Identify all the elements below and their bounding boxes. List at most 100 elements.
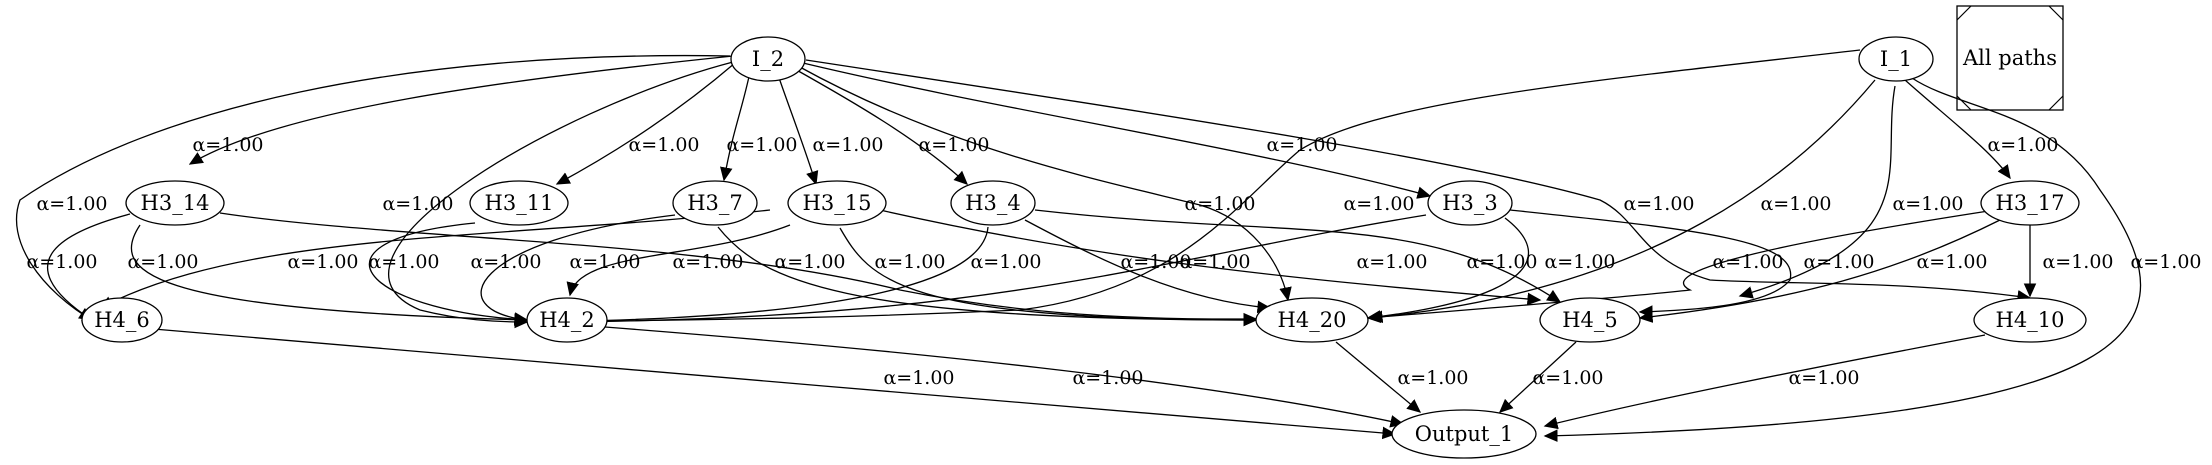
node-H3_3: H3_3	[1427, 180, 1513, 226]
edge-H4_10-Output	[1543, 334, 1986, 430]
edge-label: α=1.00	[127, 251, 198, 273]
edge-H3_3-H4_5	[1509, 209, 1792, 318]
edge-I2-H4_6	[15, 54, 731, 323]
edge-label: α=1.00	[1184, 193, 1255, 215]
edge-H3_15-H4_6	[98, 209, 771, 309]
edge-H4_6-Output	[129, 326, 1397, 440]
node-label: H4_5	[1562, 308, 1618, 332]
edge-H3_7-H4_20	[717, 226, 1258, 327]
edge-label: α=1.00	[1179, 251, 1250, 273]
node-label: H3_7	[687, 191, 743, 215]
edge-label: α=1.00	[1803, 251, 1874, 273]
edge-I1-Output	[1543, 77, 2142, 442]
edge-label: α=1.00	[1916, 251, 1987, 273]
edge-H3_15-H4_2	[566, 224, 791, 297]
edge-I2-H3_7	[720, 71, 751, 182]
node-label: H3_3	[1442, 191, 1498, 215]
node-label: H3_4	[965, 191, 1021, 215]
edge-label: α=1.00	[874, 251, 945, 273]
node-label: H3_11	[485, 191, 554, 215]
node-label: H3_17	[1996, 191, 2065, 215]
edge-H3_4-H4_20	[1024, 219, 1272, 314]
edge-I2-H3_4	[792, 67, 969, 185]
node-H3_17: H3_17	[1980, 180, 2080, 226]
edge-label: α=1.00	[883, 367, 954, 389]
edge-H3_11-H4_2	[368, 222, 529, 326]
edge-label: α=1.00	[970, 251, 1041, 273]
edge-H3_17-H4_5	[1638, 219, 2001, 323]
edge-label: α=1.00	[368, 251, 439, 273]
edge-H3_15-H4_5	[879, 209, 1542, 306]
edge-label: α=1.00	[36, 193, 107, 215]
edge-I1-H4_2	[545, 49, 1861, 329]
node-H3_14: H3_14	[125, 180, 225, 226]
node-label: H3_14	[141, 191, 210, 215]
edges	[15, 49, 2142, 442]
node-I_1: I_1	[1858, 36, 1934, 82]
node-label: H4_2	[539, 308, 595, 332]
edge-H4_5-Output	[1498, 341, 1577, 413]
edge-H3_14-H4_20	[219, 212, 1258, 326]
edge-label: α=1.00	[1532, 367, 1603, 389]
edge-label: α=1.00	[672, 251, 743, 273]
edge-I2-H3_14	[188, 55, 734, 165]
edge-label: α=1.00	[1788, 367, 1859, 389]
edge-H4_20-Output	[1335, 341, 1422, 413]
node-H3_4: H3_4	[950, 180, 1036, 226]
edge-label: α=1.00	[192, 134, 263, 156]
node-H4_6: H4_6	[81, 297, 163, 343]
node-label: H4_10	[1996, 308, 2065, 332]
node-label: Output_1	[1415, 422, 1513, 446]
edge-H3_15-H4_20	[839, 227, 1258, 327]
nodes: I_2 I_1 H3_14 H3_11 H3_7 H3_15 H3_4 H3	[81, 36, 2087, 459]
edge-label: α=1.00	[1544, 251, 1615, 273]
node-H4_10: H4_10	[1973, 297, 2087, 343]
edge-label: α=1.00	[1466, 251, 1537, 273]
edge-I2-H4_10	[805, 59, 2032, 303]
edge-labels: α=1.00 α=1.00 α=1.00 α=1.00 α=1.00 α=1.0…	[26, 134, 2201, 389]
edge-label: α=1.00	[2130, 251, 2201, 273]
edge-label: α=1.00	[628, 134, 699, 156]
node-label: I_1	[1880, 47, 1912, 71]
node-H4_20: H4_20	[1255, 297, 1369, 343]
edge-label: α=1.00	[382, 193, 453, 215]
edge-H3_3-H4_20	[1366, 217, 1530, 323]
edge-H3_14-H4_6	[47, 213, 131, 321]
edge-label: α=1.00	[1072, 367, 1143, 389]
edge-I1-H4_5	[1738, 85, 1896, 299]
node-label: I_2	[752, 47, 784, 71]
legend-box: All paths	[1956, 5, 2064, 111]
edge-I1-H4_20	[1368, 79, 1876, 324]
edge-label: α=1.00	[1356, 251, 1427, 273]
edge-H3_4-H4_5	[1034, 209, 1562, 303]
node-H4_2: H4_2	[526, 297, 608, 343]
edge-label: α=1.00	[26, 251, 97, 273]
node-label: H3_15	[803, 191, 872, 215]
node-H3_7: H3_7	[672, 180, 758, 226]
edge-label: α=1.00	[1266, 134, 1337, 156]
edge-I2-H4_20	[797, 65, 1292, 302]
legend-label: All paths	[1962, 46, 2057, 70]
edge-label: α=1.00	[1343, 193, 1414, 215]
edge-I1-H3_17	[1904, 79, 2011, 180]
edge-label: α=1.00	[1623, 193, 1694, 215]
edge-H3_4-H4_2	[545, 226, 989, 328]
edge-label: α=1.00	[1397, 367, 1468, 389]
edge-H4_2-Output	[604, 326, 1405, 428]
edge-label: α=1.00	[287, 251, 358, 273]
edge-label: α=1.00	[1892, 193, 1963, 215]
edge-label: α=1.00	[726, 134, 797, 156]
edge-H3_17-H4_20	[1366, 209, 1996, 324]
edge-H3_14-H4_2	[130, 224, 529, 326]
node-label: H4_20	[1278, 308, 1347, 332]
edge-label: α=1.00	[1712, 251, 1783, 273]
node-H4_5: H4_5	[1539, 297, 1641, 343]
edge-label: α=1.00	[569, 251, 640, 273]
edge-label: α=1.00	[774, 251, 845, 273]
edge-label: α=1.00	[1760, 193, 1831, 215]
node-H3_11: H3_11	[469, 180, 569, 226]
edge-I2-H4_2	[388, 61, 734, 329]
edge-label: α=1.00	[1120, 251, 1191, 273]
node-label: H4_6	[94, 308, 150, 332]
